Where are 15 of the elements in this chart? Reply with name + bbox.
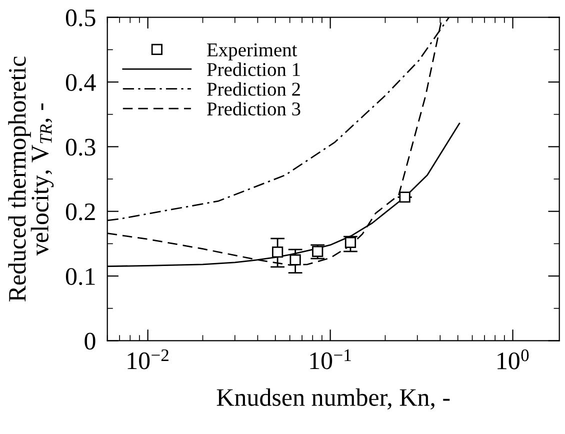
y-tick-label: 0 <box>84 332 96 350</box>
legend-label: Prediction 1 <box>207 62 300 76</box>
y-tick-label: 0.1 <box>66 268 95 286</box>
y-tick-label: 0.5 <box>66 9 96 26</box>
x-tick-label: 10$^{0}$ <box>498 349 529 370</box>
y-tick-label: 0.4 <box>66 74 96 92</box>
y-tick-label: 0.3 <box>66 138 96 156</box>
x-tick-label: 10$^{−1}$ <box>310 349 351 370</box>
legend-label: Prediction 2 <box>207 82 300 96</box>
y-tick-label: 0.2 <box>66 203 95 220</box>
y-axis-title: Reduced thermophoretic velocity, V$_{TR}$, - <box>8 56 54 302</box>
x-axis-title: Knudsen number, Kn, - <box>216 388 450 410</box>
legend-label: Prediction 3 <box>207 102 300 116</box>
legend-label: Experiment <box>207 43 298 60</box>
x-tick-label: 10$^{−2}$ <box>128 349 168 370</box>
